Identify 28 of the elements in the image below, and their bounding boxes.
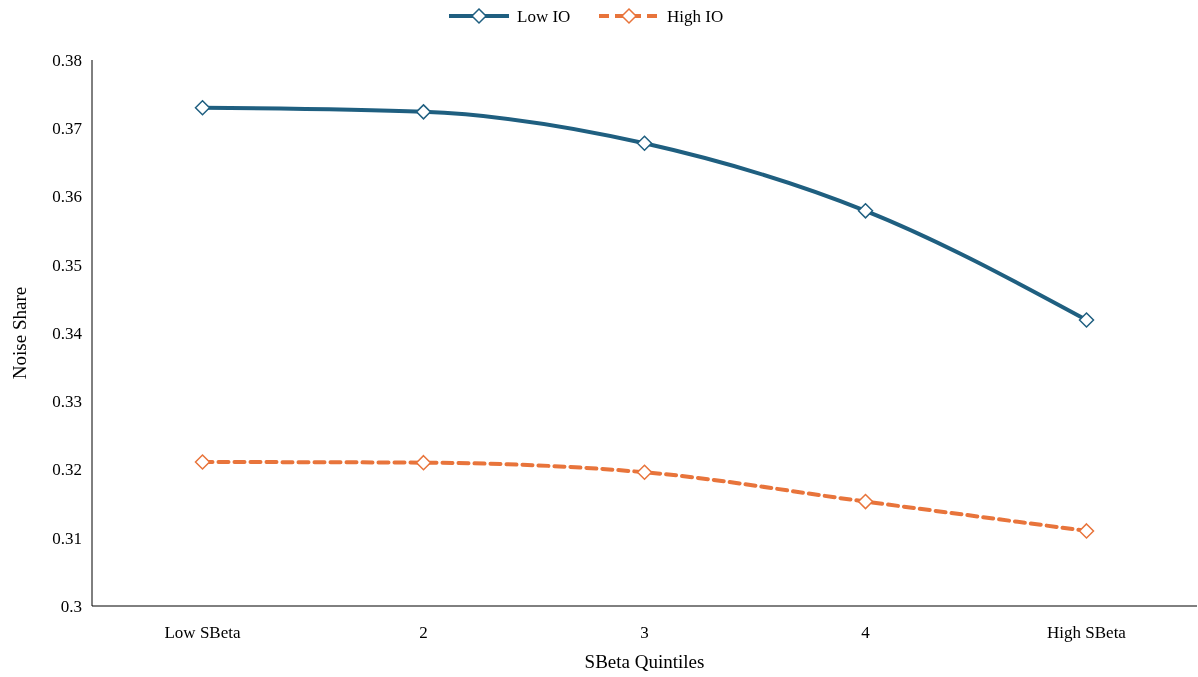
legend-label: Low IO <box>517 6 571 26</box>
y-axis-title: Noise Share <box>9 286 30 380</box>
y-tick-label: 0.38 <box>52 50 82 70</box>
x-tick-label: Low SBeta <box>164 623 241 642</box>
point <box>1078 312 1095 328</box>
y-tick-label: 0.37 <box>52 119 83 139</box>
x-tick-label: 4 <box>861 623 871 642</box>
point <box>636 135 653 152</box>
y-tick-label: 0.36 <box>52 187 82 207</box>
point <box>1078 523 1095 539</box>
point <box>415 104 432 120</box>
point <box>636 464 653 480</box>
x-tick-label: 2 <box>419 623 428 642</box>
point <box>415 454 432 471</box>
y-tick-label: 0.33 <box>52 392 82 412</box>
x-axis-title: SBeta Quintiles <box>584 651 705 672</box>
y-tick-label: 0.34 <box>52 323 83 343</box>
point <box>857 493 874 510</box>
y-tick-label: 0.31 <box>52 528 82 548</box>
y-tick-label: 0.3 <box>60 596 82 616</box>
point <box>194 100 211 116</box>
point <box>857 203 874 219</box>
x-tick-label: 3 <box>640 623 649 642</box>
y-tick-label: 0.32 <box>52 460 82 480</box>
point <box>194 454 211 470</box>
y-tick-label: 0.35 <box>52 255 82 275</box>
x-tick-label: High SBeta <box>1047 623 1127 642</box>
legend-label: High IO <box>667 6 724 26</box>
